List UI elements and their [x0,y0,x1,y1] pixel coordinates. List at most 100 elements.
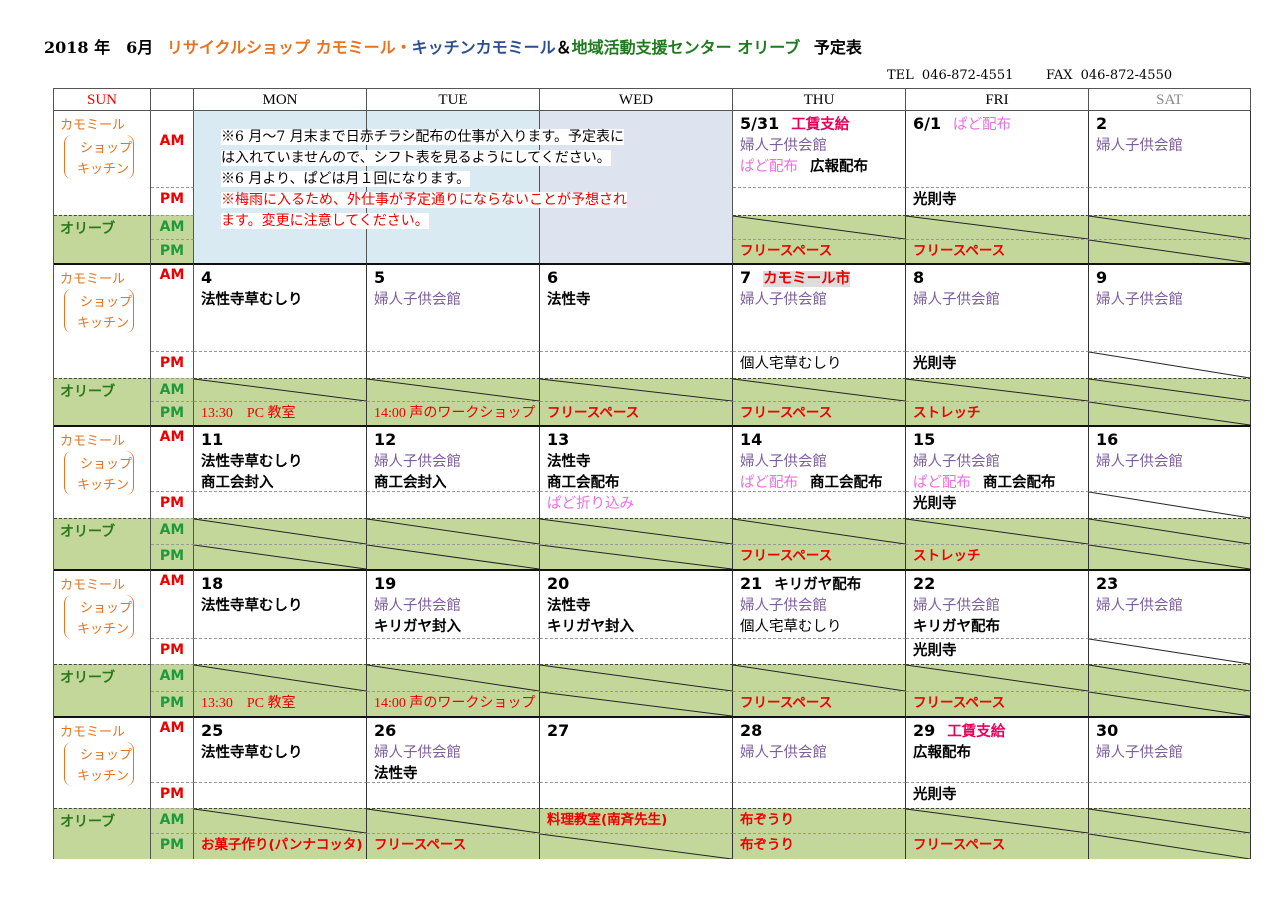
pm-label: PM [151,638,194,664]
crossed-out-line [1089,379,1250,401]
date-line: 22 [913,573,1088,596]
date-line: 20 [547,573,732,596]
label-kamomile: カモミール [60,725,126,740]
date-line: 2 [1096,113,1250,136]
notice-line: は入れていませんので、シフト表を見るようにしてください。 [221,148,627,169]
date-line: 23 [1096,573,1250,596]
schedule-entry: フリースペース [913,243,1006,259]
header-sat: SAT [1089,89,1251,111]
schedule-entry: ストレッチ [913,548,981,564]
crossed-out-line [540,834,732,859]
header-fri: FRI [906,89,1089,111]
schedule-entry: 法性寺 [547,598,591,614]
schedule-entry: 婦人子供会館 [374,454,461,470]
am-label: AM [151,215,194,239]
crossed-out-line [1089,665,1250,691]
schedule-entry: 個人宅草むしり [740,356,842,372]
schedule-entry: 13:30 PC 教室 [201,406,296,421]
olive-am-cell [540,518,733,544]
entry-line: ぱど配布 商工会配布 [913,473,1088,491]
day-number: 4 [201,268,213,287]
entry-line: 布ぞうり [740,835,905,856]
day-pm-cell [540,782,733,808]
schedule-entry: フリースペース [740,695,833,711]
notice-line-text: ます。変更に注意してください。 [221,213,429,229]
entry-line: ストレッチ [913,546,1088,567]
schedule-entry: フリースペース [740,243,833,259]
day-am-cell: 21 キリガヤ配布 婦人子供会館 個人宅草むしり [733,569,906,638]
day-number: 15 [913,430,936,449]
schedule-entry: 光則寺 [913,356,957,372]
label-olive: オリーブ [60,524,116,540]
label-shop: ショップ [80,601,133,616]
notice-line: ※6 月より、ぱどは月１回になります。 [221,169,627,190]
notice-line: ます。変更に注意してください。 [221,211,627,232]
entry-line: 法性寺 [547,596,732,617]
entry-line: 法性寺草むしり [201,743,366,764]
olive-pm-cell: 13:30 PC 教室 [194,401,367,425]
crossed-out-line [367,665,539,691]
title-suffix: 予定表 [813,38,862,57]
date-line: 4 [201,267,366,290]
kamomile-label: カモミール ショップ キッチン [54,111,151,215]
schedule-entry: ストレッチ [913,405,981,421]
day-am-cell: 23 婦人子供会館 [1089,569,1251,638]
entry-line: フリースペース [740,403,905,424]
olive-label: オリーブ [54,378,151,425]
entry-line: 14:00 声のワークショップ [374,693,539,714]
schedule-entry: 法性寺草むしり [201,454,303,470]
olive-am-cell [367,378,540,401]
crossed-out-line [1089,809,1250,833]
olive-pm-cell [1089,691,1251,716]
notice-line-text: は入れていませんので、シフト表を見るようにしてください。 [221,150,611,166]
entry-line: 婦人子供会館 [740,596,905,617]
schedule-entry: 婦人子供会館 [740,598,827,614]
olive-pm-cell: フリースペース [906,691,1089,716]
olive-am-cell: 料理教室(南斉先生) [540,808,733,833]
crossed-out-line [733,665,905,691]
crossed-out-line [733,216,905,239]
day-am-cell: 8 婦人子供会館 [906,263,1089,351]
day-am-cell: 4 法性寺草むしり [194,263,367,351]
entry-line: 個人宅草むしり [740,354,905,375]
entry-line: 婦人子供会館 [1096,290,1250,311]
schedule-table: SUN MON TUE WED THU FRI SAT カモミール ショップ キッチン オリーブ AM… [53,88,1251,859]
crossed-out-line [540,692,732,716]
crossed-out-line [194,379,366,401]
label-kamomile: カモミール [60,578,126,593]
schedule-entry: 布ぞうり [740,812,794,828]
day-pm-cell [1089,351,1251,378]
day-am-cell: 29 工賃支給 広報配布 [906,716,1089,782]
crossed-out-line [906,665,1088,691]
olive-am-cell: 布ぞうり [733,808,906,833]
schedule-entry: キリガヤ封入 [374,619,461,635]
olive-pm-cell: フリースペース [367,833,540,859]
olive-label: オリーブ [54,808,151,859]
day-number: 13 [547,430,570,449]
crossed-out-line [540,519,732,544]
date-line: 6/1 ぱど配布 [913,113,1088,136]
olive-am-cell [1089,215,1251,239]
olive-pm-cell [1089,239,1251,263]
date-line: 26 [374,720,539,743]
crossed-out-line [194,665,366,691]
day-number: 12 [374,430,397,449]
entry-line: フリースペース [740,693,905,714]
schedule-entry: キリガヤ封入 [547,619,634,635]
schedule-entry: 個人宅草むしり [740,619,842,635]
day-pm-cell: 光則寺 [906,782,1089,808]
label-kitchen: キッチン [77,478,130,493]
day-number: 26 [374,721,397,740]
entry-line: 布ぞうり [740,810,905,831]
entry-line: 光則寺 [913,494,1088,515]
date-line: 29 工賃支給 [913,720,1088,743]
schedule-entry: 婦人子供会館 [374,292,461,308]
day-pm-cell [733,187,906,215]
entry-line: 光則寺 [913,354,1088,375]
day-number: 18 [201,574,224,593]
label-olive: オリーブ [60,814,116,830]
schedule-entry: お菓子作り(パンナコッタ) [201,837,363,853]
entry-line: 法性寺草むしり [201,596,366,617]
schedule-entry: ぱど折り込み [547,496,634,512]
schedule-entry: ぱど配布 [913,475,971,491]
